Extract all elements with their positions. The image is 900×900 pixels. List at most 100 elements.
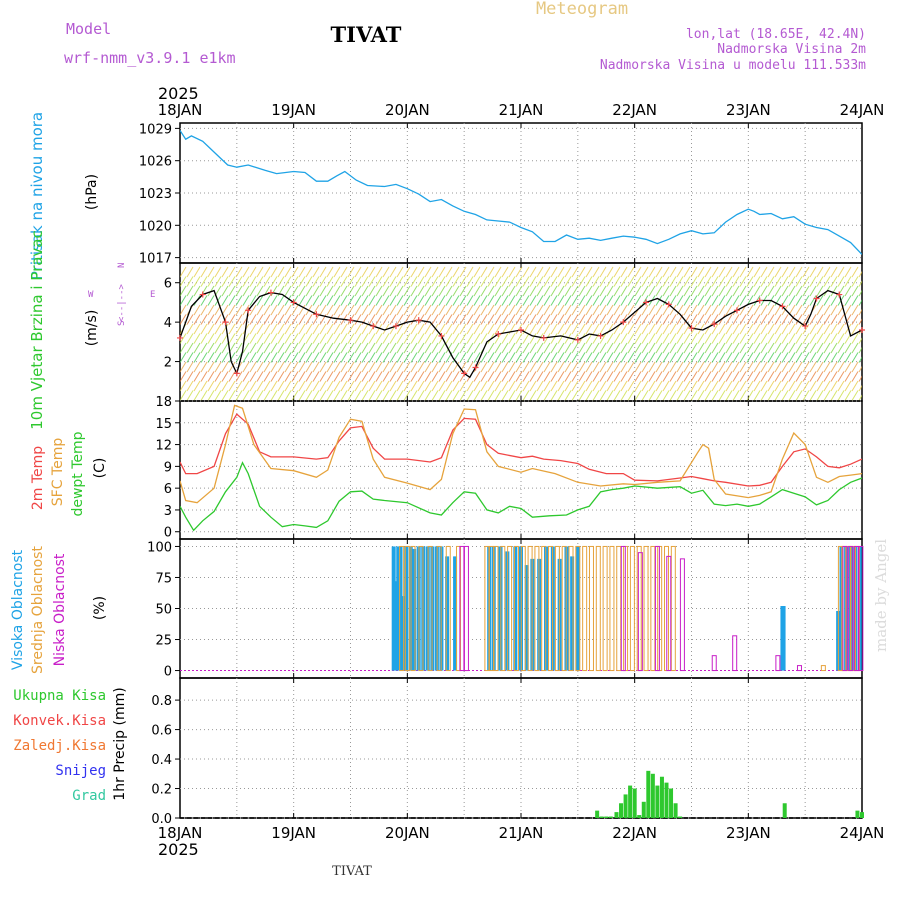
svg-text:dewpt Temp: dewpt Temp xyxy=(70,431,86,516)
altitude-text: Nadmorska Visina 2m xyxy=(717,42,866,57)
precip-bar xyxy=(599,816,604,818)
pressure-ytick-label: 1029 xyxy=(139,122,172,137)
temp-ylabel-dewpt: dewpt Temp xyxy=(70,431,86,516)
cloud-bar-high xyxy=(412,548,417,671)
wind-barb-row xyxy=(180,314,862,325)
cloud-bar-mid xyxy=(595,545,601,672)
svg-text:SFC Temp: SFC Temp xyxy=(50,438,66,507)
temperature-ytick-label: 3 xyxy=(164,504,172,519)
wind-gust-marker xyxy=(688,325,695,332)
wind-gust-marker xyxy=(199,291,206,298)
cloud-bar-low xyxy=(654,545,660,672)
pressure-ytick-label: 1017 xyxy=(139,252,172,267)
pressure-panel: Pritisak na nivou mora (hPa) 1017 1020 102… xyxy=(28,112,863,280)
legend-graupel: Grad xyxy=(72,788,106,804)
wind-gust-marker xyxy=(836,291,843,298)
meteogram-label: Meteogram xyxy=(536,0,628,19)
wind-direction-key: W E <--|--> N S xyxy=(88,263,155,326)
precip-ylabel: 1hr Precip (mm) xyxy=(112,687,128,800)
cloud-bar-high xyxy=(445,556,450,671)
cloud-bar-high xyxy=(400,596,405,671)
wind-barb-row xyxy=(180,304,862,316)
clouds-ytick-label: 0 xyxy=(164,665,172,680)
wind-gust-marker xyxy=(222,319,229,326)
cloud-bar-low xyxy=(732,635,738,672)
wind-gust-marker xyxy=(665,301,672,308)
wind-barb-row xyxy=(180,266,862,278)
temperature-ytick-label: 15 xyxy=(155,417,172,432)
legend-convective-rain: Konvek.Kisa xyxy=(13,713,106,729)
cloud-bar-high xyxy=(404,546,409,671)
wind-series-line xyxy=(180,289,862,379)
wind-gust-marker xyxy=(233,370,240,377)
cloud-bar-high xyxy=(391,546,396,671)
cloud-panel: Visoka Oblacnost Srednja Oblacnost Niska… xyxy=(10,538,864,680)
wind-gust-marker xyxy=(267,289,274,296)
svg-text:(C): (C) xyxy=(92,458,108,479)
x-tick-label-bottom: 23JAN xyxy=(726,824,771,842)
wind-gust-marker xyxy=(756,297,763,304)
cloud-bar-mid xyxy=(643,545,649,672)
cloud-bar-low xyxy=(842,545,848,672)
wind-gust-marker xyxy=(574,336,581,343)
cloud-bar-mid xyxy=(410,545,416,672)
wind-gust-marker xyxy=(370,323,377,330)
wind-barb-row xyxy=(180,342,862,354)
precip-bar xyxy=(646,770,651,818)
precip-bar xyxy=(614,812,619,818)
cloud-bar-mid xyxy=(820,665,826,672)
x-tick-label-bottom: 24JAN xyxy=(840,824,885,842)
wind-gust-marker xyxy=(859,327,865,334)
cloud-bar-high xyxy=(781,606,786,671)
wind-gust-marker xyxy=(802,323,809,330)
svg-text:S: S xyxy=(117,321,127,326)
cloud-bar-mid xyxy=(418,545,424,672)
precip-bar xyxy=(608,816,613,818)
pressure-series-line xyxy=(180,130,862,255)
wind-key-n: N xyxy=(117,263,127,268)
temp-ylabel-sfc: SFC Temp xyxy=(50,438,66,507)
precip-bar xyxy=(782,803,787,818)
cloud-bar-mid xyxy=(837,545,843,672)
cloud-bar-high xyxy=(396,546,401,671)
svg-text:<--|-->: <--|--> xyxy=(117,283,127,322)
legend-total-rain: Ukupna Kisa xyxy=(13,688,106,704)
cloud-bar-high xyxy=(570,556,575,671)
x-tick-label-top: 24JAN xyxy=(840,101,885,119)
temp-unit: (C) xyxy=(92,458,108,479)
model-label: Model xyxy=(66,20,111,38)
temperature-series-line xyxy=(180,404,862,504)
precip-ytick-label: 0.0 xyxy=(151,812,172,827)
precip-bar xyxy=(632,788,637,818)
wind-barb-row xyxy=(180,333,862,344)
cloud-bar-low xyxy=(775,655,781,672)
x-tick-label-top: 18JAN xyxy=(158,101,203,119)
pressure-ytick-label: 1020 xyxy=(139,219,172,234)
wind-gust-marker xyxy=(620,319,627,326)
cloud-bar-mid xyxy=(534,545,540,672)
precip-bar xyxy=(641,801,646,818)
cloud-bar-mid xyxy=(541,545,547,672)
page-title: TIVAT xyxy=(331,22,402,47)
cloud-bar-low xyxy=(637,552,643,672)
wind-unit: (m/s) xyxy=(84,310,100,347)
precip-bar xyxy=(678,816,683,818)
cloud-bar-mid xyxy=(399,545,405,672)
cloud-bar-mid xyxy=(445,545,451,672)
temperature-series-line xyxy=(180,461,862,532)
wind-ylabel-text: 10m Vjetar Brzina i Pravac xyxy=(28,230,46,430)
legend-snow: Snijeg xyxy=(55,763,106,779)
cloud-bar-mid xyxy=(582,545,588,672)
cloud-bar-mid xyxy=(455,545,461,672)
precip-bar xyxy=(623,794,628,818)
cloud-bar-mid xyxy=(588,545,594,672)
wind-ylabel: 10m Vjetar Brzina i Pravac xyxy=(28,230,46,430)
cloud-bar-mid xyxy=(561,545,567,672)
cloud-bar-high xyxy=(453,556,458,671)
wind-barb-row xyxy=(180,352,862,363)
pressure-ylabel: Pritisak na nivou mora xyxy=(28,112,46,280)
model-altitude-text: Nadmorska Visina u modelu 111.533m xyxy=(600,58,866,73)
wind-barb-row xyxy=(180,323,862,335)
year-top: 2025 xyxy=(158,84,199,103)
clouds-ytick-label: 100 xyxy=(147,540,172,555)
